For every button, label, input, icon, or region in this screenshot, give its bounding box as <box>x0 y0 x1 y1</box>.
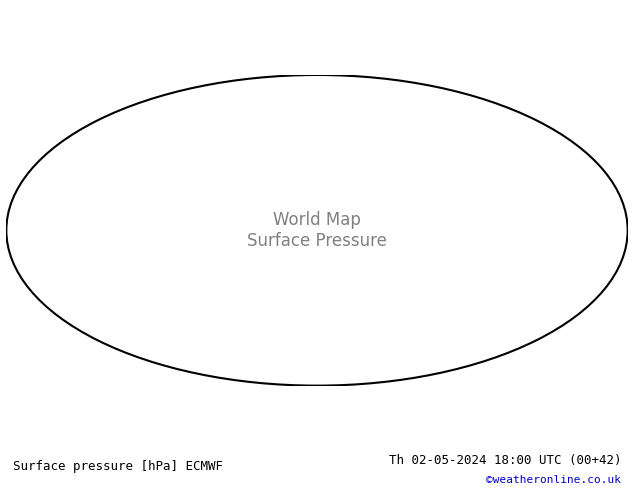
Text: Surface pressure [hPa] ECMWF: Surface pressure [hPa] ECMWF <box>13 460 223 473</box>
Text: World Map
Surface Pressure: World Map Surface Pressure <box>247 211 387 250</box>
Text: Th 02-05-2024 18:00 UTC (00+42): Th 02-05-2024 18:00 UTC (00+42) <box>389 454 621 467</box>
Ellipse shape <box>6 75 628 386</box>
Text: ©weatheronline.co.uk: ©weatheronline.co.uk <box>486 475 621 485</box>
